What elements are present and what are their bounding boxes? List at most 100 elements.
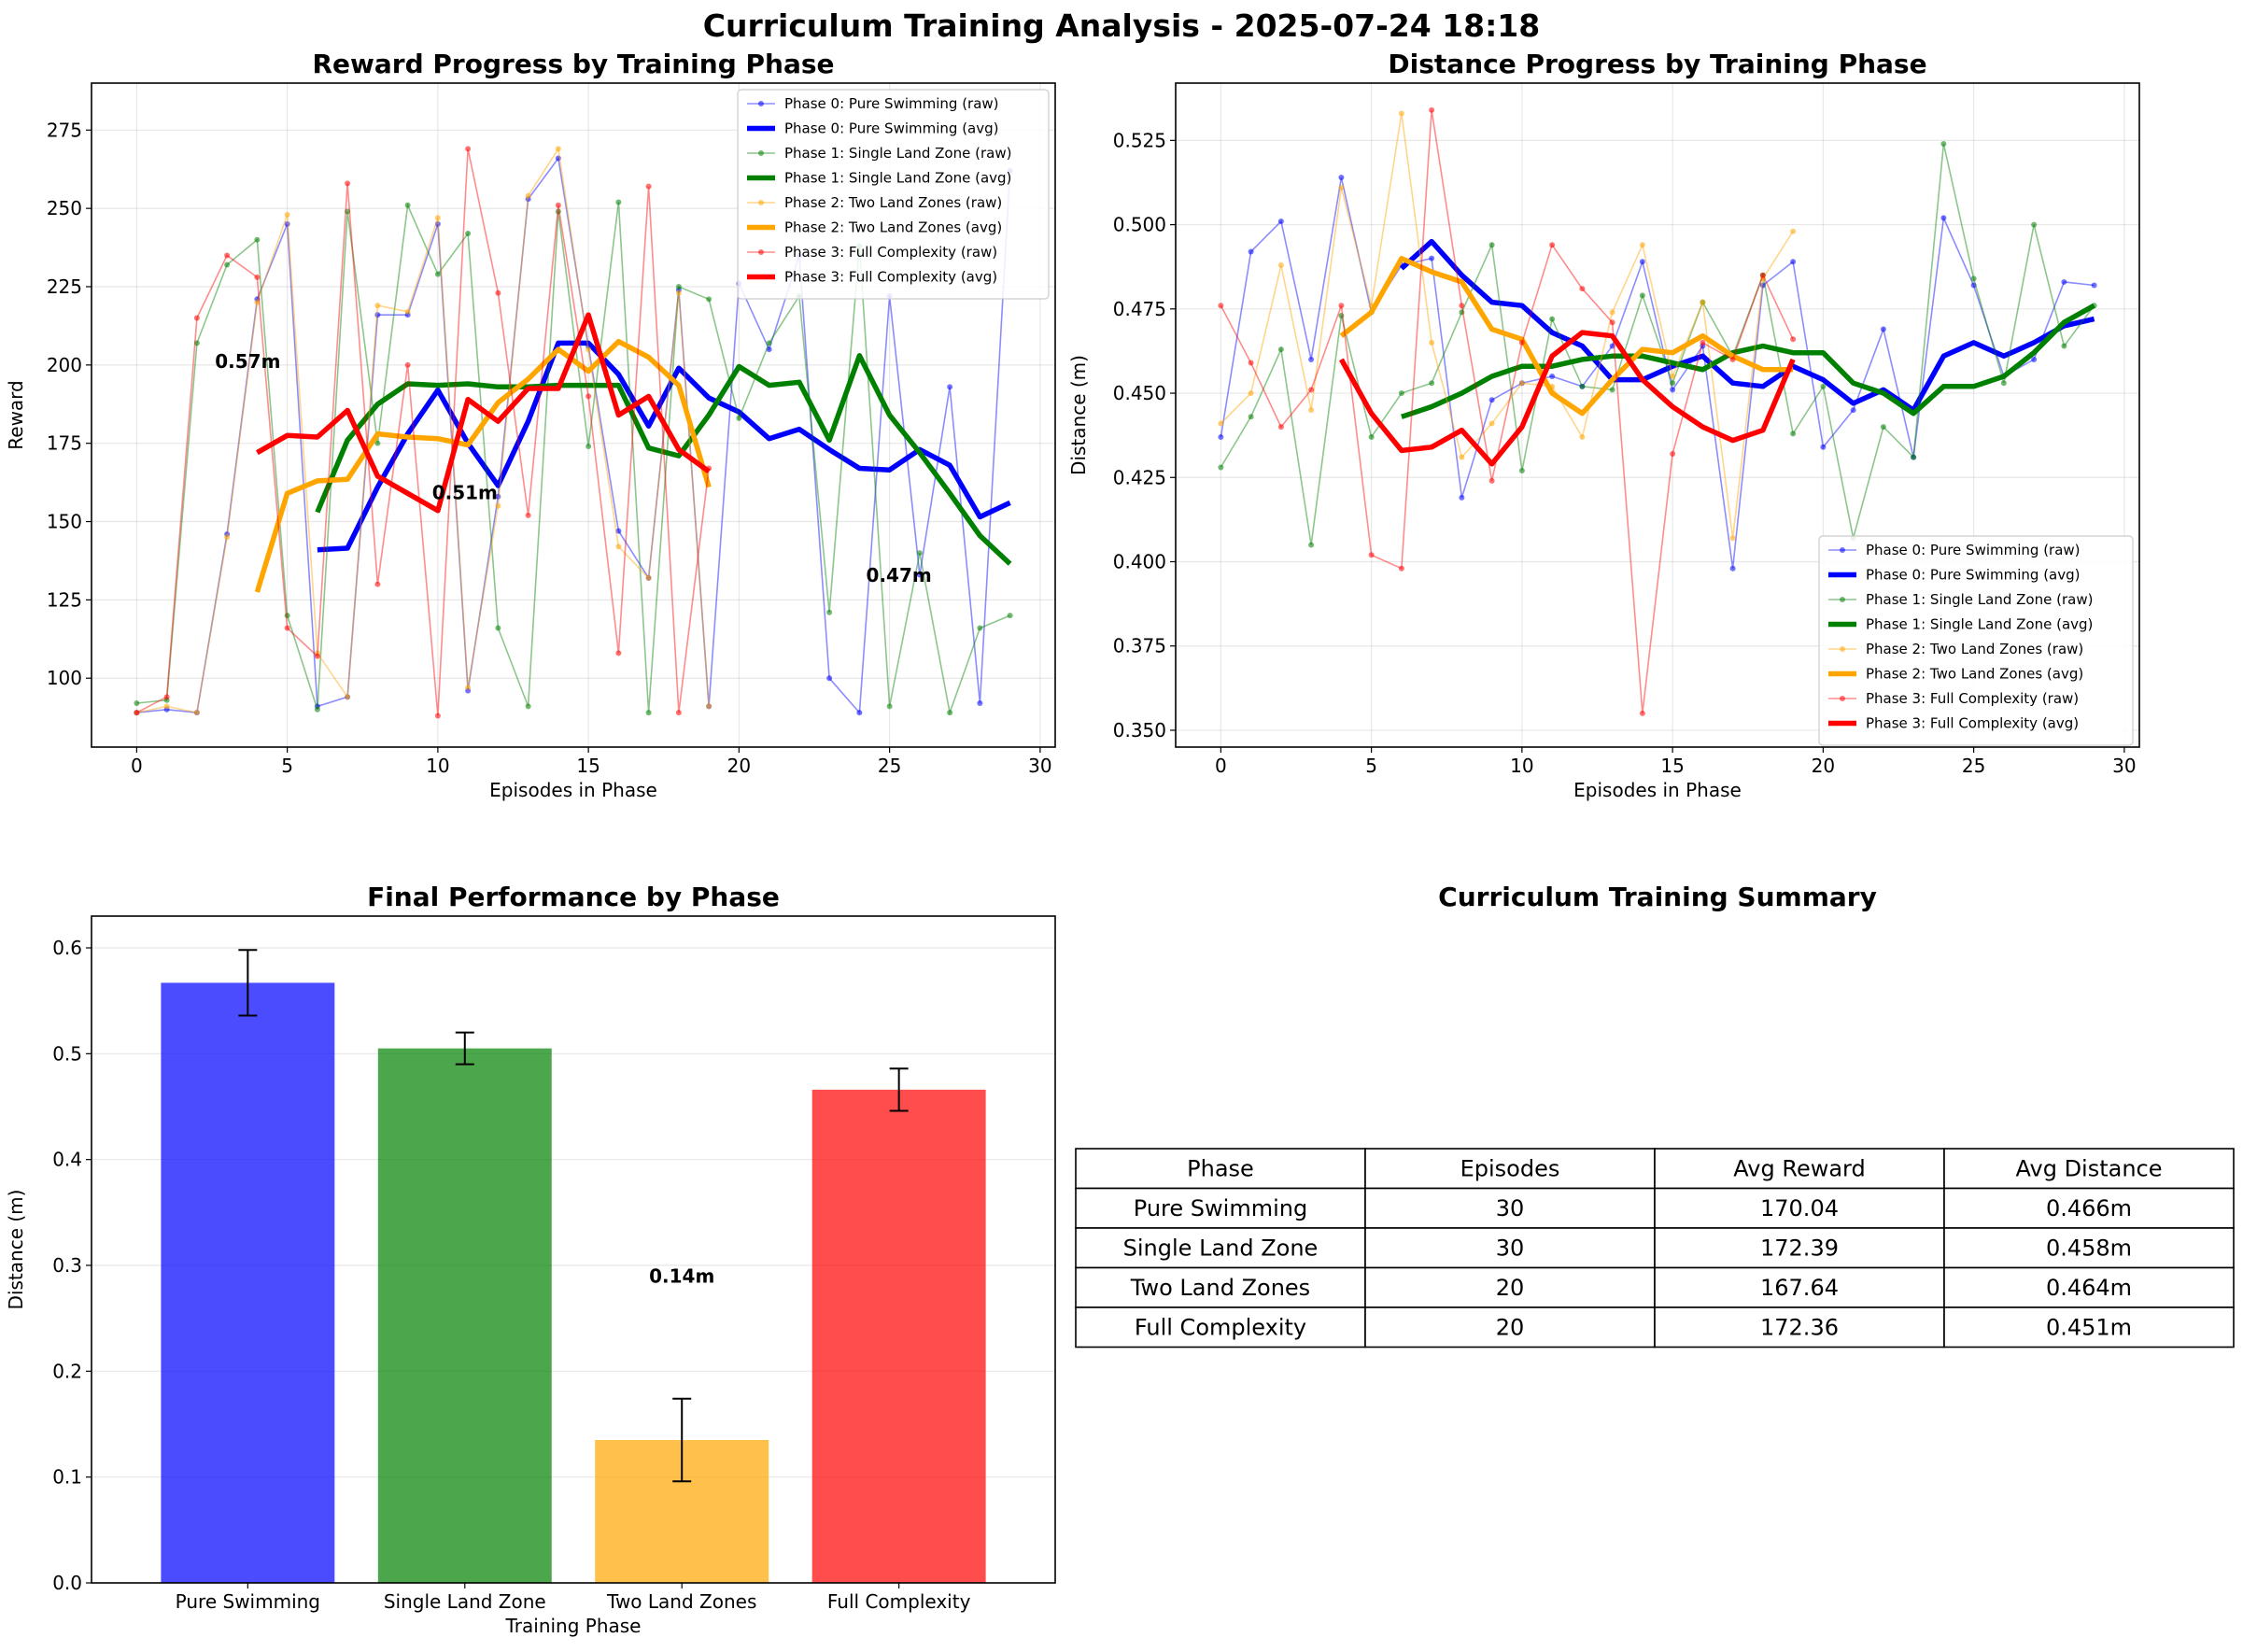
y-tick-label: 0.5 — [52, 1042, 82, 1065]
phase-1-single-land-zone-raw-point — [767, 340, 772, 346]
two-land-zones-value-label: 0.14m — [649, 1264, 714, 1287]
table-cell-text: 172.36 — [1760, 1314, 1839, 1340]
phase-1-single-land-zone-raw-point — [405, 203, 411, 208]
phase-1-single-land-zone-raw-point — [615, 199, 621, 205]
phase-3-full-complexity-raw-point — [1700, 340, 1705, 346]
phase-2-two-land-zones-raw-point — [1429, 340, 1434, 346]
two-land-zones-tick-label: Two Land Zones — [606, 1590, 756, 1613]
phase-1-single-land-zone-raw-point — [1971, 275, 1977, 281]
phase-1-single-land-zone-raw-point — [1790, 431, 1796, 436]
phase-1-single-land-zone-raw-point — [706, 296, 712, 302]
phase-2-two-land-zones-raw-point — [585, 346, 591, 352]
y-tick-label: 200 — [47, 354, 82, 376]
phase-1-single-land-zone-raw-legend-marker — [1840, 597, 1845, 602]
phase-1-single-land-zone-raw-point — [1308, 542, 1314, 547]
x-axis-label: Training Phase — [505, 1615, 642, 1637]
phase-1-single-land-zone-raw-point — [1881, 424, 1886, 430]
y-tick-label: 150 — [47, 511, 82, 533]
phase-1-single-land-zone-raw-point — [646, 710, 652, 715]
pure-swimming-value-label: 0.57m — [215, 350, 280, 373]
phase-1-single-land-zone-raw-point — [134, 700, 139, 706]
phase-0-pure-swimming-avg-legend-label: Phase 0: Pure Swimming (avg) — [1866, 567, 2080, 584]
phase-1-single-land-zone-raw-point — [2001, 380, 2007, 386]
full-complexity-tick-label: Full Complexity — [827, 1590, 971, 1613]
y-tick-label: 0.525 — [1113, 129, 1166, 151]
y-tick-label: 0.4 — [52, 1149, 82, 1171]
phase-2-two-land-zones-raw-point — [194, 710, 200, 715]
phase-0-pure-swimming-raw-point — [1459, 495, 1464, 501]
y-tick-label: 0.350 — [1113, 719, 1166, 741]
phase-0-pure-swimming-raw-point — [947, 384, 952, 389]
y-tick-label: 0.0 — [52, 1572, 82, 1594]
phase-1-single-land-zone-raw-point — [1399, 390, 1404, 396]
phase-3-full-complexity-raw-point — [345, 180, 350, 186]
phase-3-full-complexity-raw-point — [1248, 360, 1254, 366]
phase-3-full-complexity-raw-line — [1220, 110, 1793, 713]
phase-2-two-land-zones-avg-legend-label: Phase 2: Two Land Zones (avg) — [784, 219, 1002, 236]
phase-2-two-land-zones-raw-point — [374, 303, 380, 308]
legend: Phase 0: Pure Swimming (raw) Phase 0: Pur… — [738, 90, 1049, 299]
phase-3-full-complexity-raw-point — [1519, 340, 1525, 346]
y-tick-label: 0.2 — [52, 1360, 82, 1382]
phase-0-pure-swimming-raw-point — [1489, 397, 1495, 402]
phase-3-full-complexity-raw-point — [1579, 286, 1585, 291]
phase-0-pure-swimming-raw-point — [1851, 407, 1856, 413]
phase-3-full-complexity-raw-point — [1429, 107, 1434, 113]
phase-2-two-land-zones-raw-line — [136, 148, 709, 713]
phase-3-full-complexity-raw-legend-marker — [758, 249, 764, 255]
phase-2-two-land-zones-raw-point — [435, 215, 441, 220]
phase-1-single-land-zone-raw-point — [1911, 455, 1916, 460]
phase-3-full-complexity-raw-point — [1760, 273, 1766, 278]
final-performance-title: Final Performance by Phase — [367, 882, 780, 912]
phase-0-pure-swimming-raw-legend-label: Phase 0: Pure Swimming (raw) — [1866, 542, 2081, 558]
phase-1-single-land-zone-raw-point — [977, 626, 982, 631]
phase-0-pure-swimming-raw-legend-marker — [758, 101, 764, 106]
single-land-zone-value-label: 0.51m — [432, 482, 498, 504]
phase-2-two-land-zones-raw-point — [1399, 110, 1404, 116]
phase-2-two-land-zones-raw-legend-label: Phase 2: Two Land Zones (raw) — [784, 194, 1002, 211]
phase-3-full-complexity-raw-point — [1549, 242, 1555, 247]
x-tick-label: 10 — [1510, 755, 1533, 777]
phase-0-pure-swimming-raw-point — [826, 675, 832, 681]
table-header-text: Phase — [1187, 1155, 1254, 1181]
x-tick-label: 25 — [878, 755, 901, 777]
x-tick-label: 0 — [1215, 755, 1227, 777]
phase-3-full-complexity-raw-point — [315, 654, 320, 659]
phase-3-full-complexity-raw-legend-label: Phase 3: Full Complexity (raw) — [784, 244, 997, 261]
phase-1-single-land-zone-raw-point — [1429, 380, 1434, 386]
table-cell-text: 30 — [1496, 1235, 1525, 1261]
phase-3-full-complexity-raw-point — [1640, 711, 1645, 716]
y-axis-label: Reward — [5, 380, 27, 449]
summary-table-title: Curriculum Training Summary — [1438, 882, 1877, 912]
phase-1-single-land-zone-raw-point — [435, 272, 441, 277]
phase-0-pure-swimming-raw-point — [1881, 326, 1886, 332]
phase-1-single-land-zone-raw-point — [2061, 344, 2067, 349]
phase-3-full-complexity-raw-point — [1730, 357, 1736, 362]
phase-3-full-complexity-raw-point — [194, 316, 200, 321]
phase-2-two-land-zones-raw-legend-label: Phase 2: Two Land Zones (raw) — [1866, 641, 2083, 657]
table-header-text: Avg Reward — [1733, 1155, 1865, 1181]
phase-1-single-land-zone-raw-point — [1549, 317, 1555, 322]
phase-2-two-land-zones-raw-point — [1248, 390, 1254, 396]
table-cell-text: 167.64 — [1760, 1275, 1839, 1301]
phase-1-single-land-zone-raw-legend-label: Phase 1: Single Land Zone (raw) — [784, 145, 1011, 162]
reward-chart-title: Reward Progress by Training Phase — [312, 49, 834, 79]
y-tick-label: 275 — [47, 119, 82, 141]
phase-3-full-complexity-raw-point — [1489, 478, 1495, 484]
phase-2-two-land-zones-raw-point — [1308, 407, 1314, 413]
phase-0-pure-swimming-raw-point — [1218, 434, 1223, 440]
table-cell-text: Two Land Zones — [1130, 1275, 1310, 1301]
phase-2-two-land-zones-raw-point — [556, 146, 561, 151]
phase-0-pure-swimming-raw-point — [1248, 248, 1254, 254]
phase-2-two-land-zones-raw-point — [526, 193, 531, 199]
phase-3-full-complexity-raw-point — [646, 184, 652, 190]
y-tick-label: 250 — [47, 197, 82, 219]
table-cell-text: Single Land Zone — [1123, 1235, 1319, 1261]
phase-3-full-complexity-raw-point — [254, 275, 260, 280]
phase-1-single-land-zone-raw-point — [826, 610, 832, 615]
table-cell-text: 0.466m — [2046, 1195, 2132, 1221]
y-axis-label: Distance (m) — [5, 1190, 27, 1310]
phase-0-pure-swimming-raw-legend-label: Phase 0: Pure Swimming (raw) — [784, 95, 999, 112]
phase-3-full-complexity-raw-point — [495, 290, 501, 296]
